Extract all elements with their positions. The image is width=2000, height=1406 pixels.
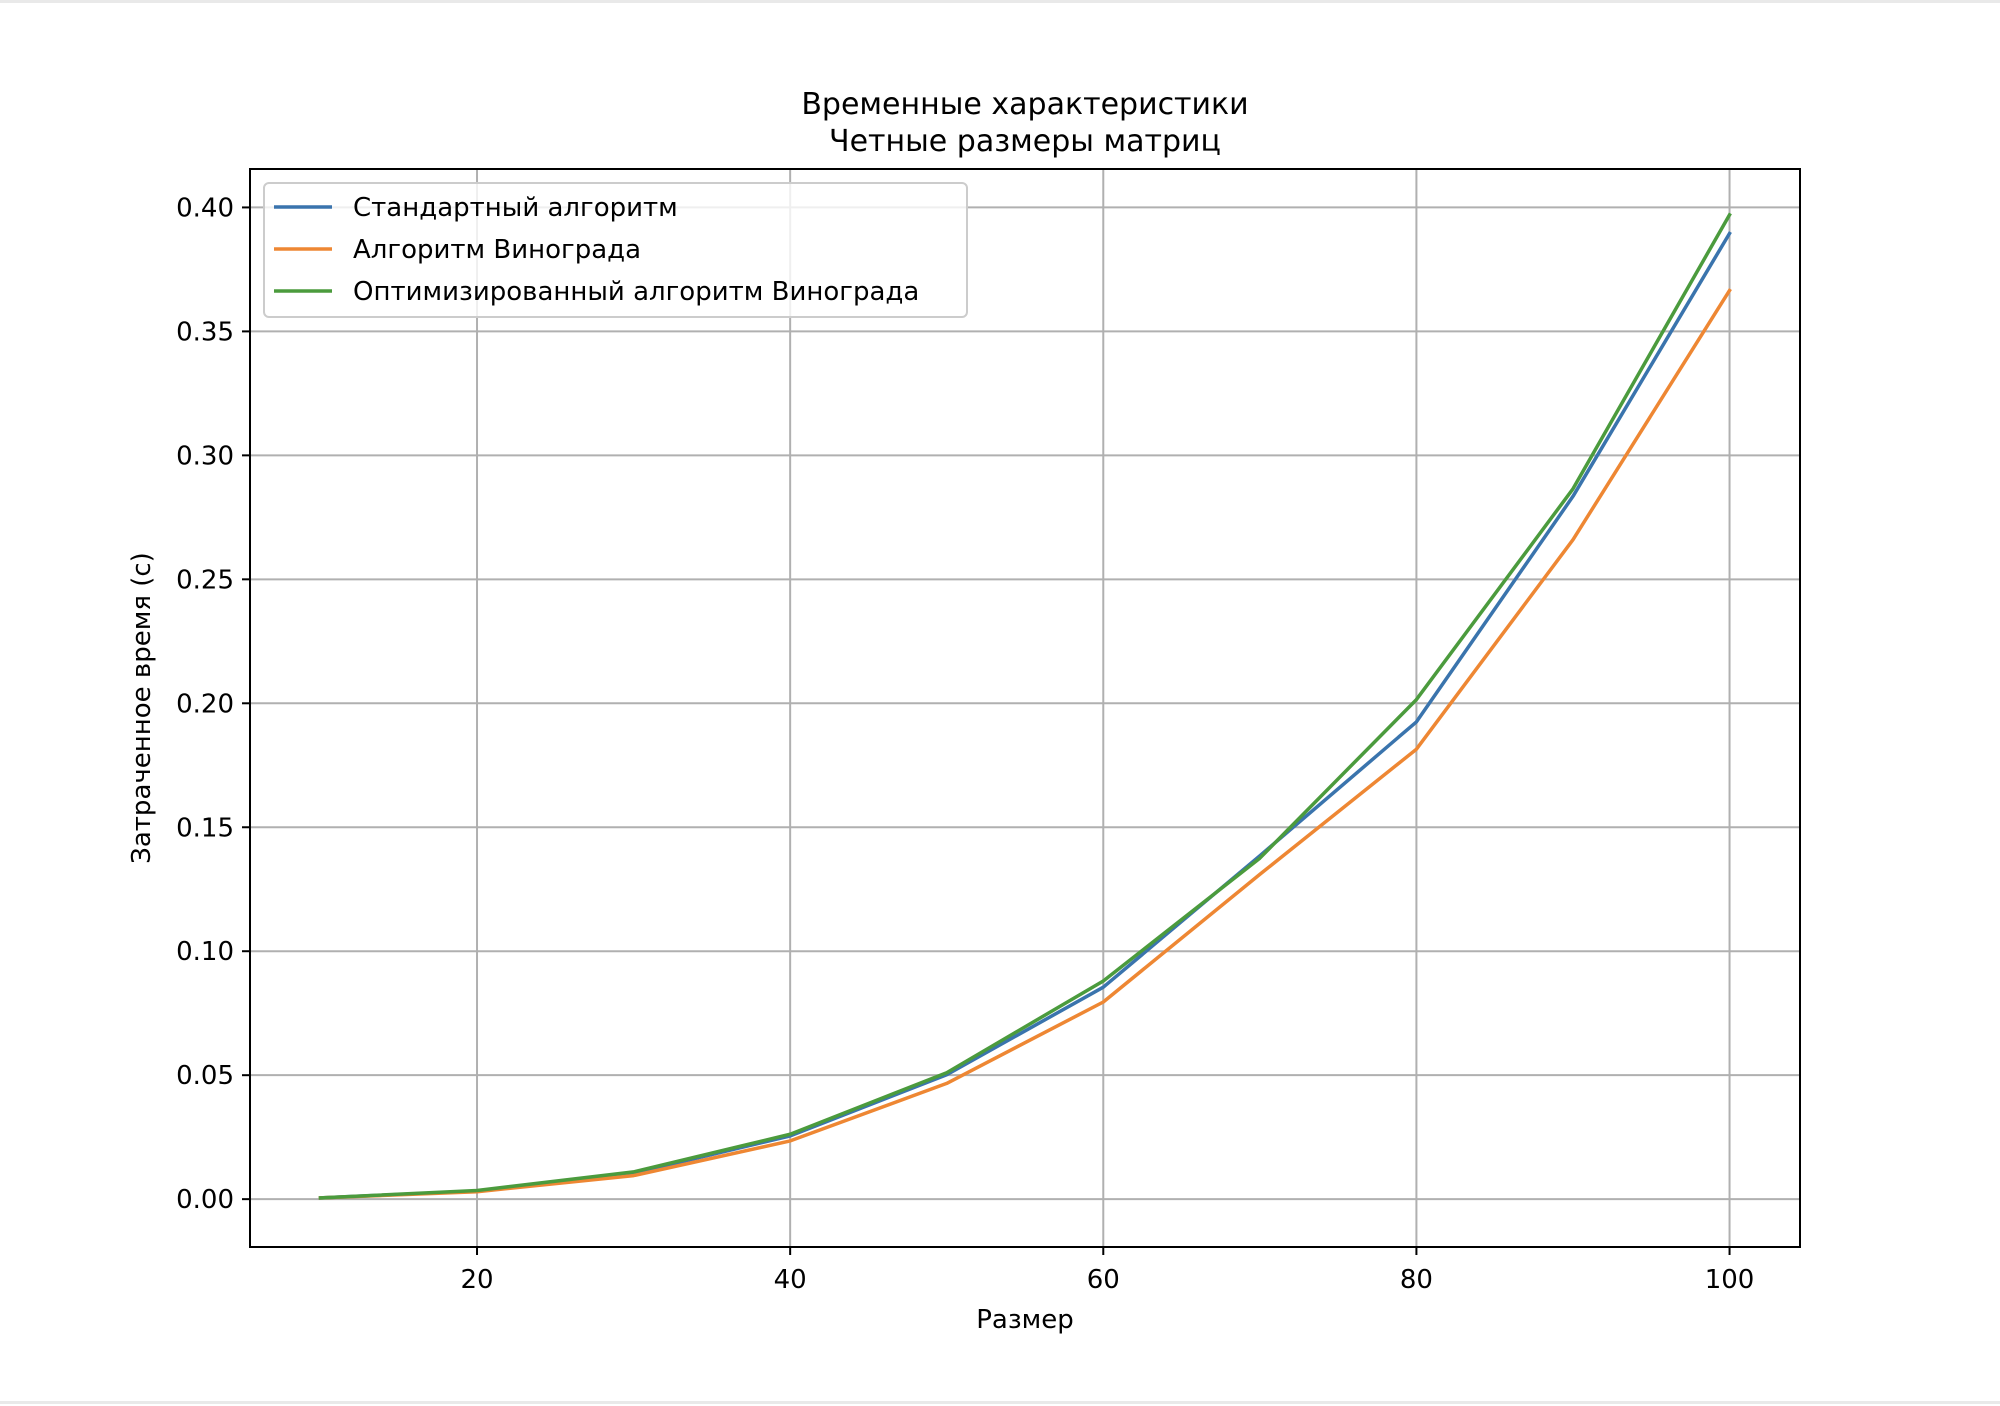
top-border [0,0,2000,3]
series-line-1 [318,231,1732,1200]
x-axis-label: Размер [976,1305,1074,1335]
bottom-border [0,1401,2000,1404]
legend-label-1: Стандартный алгоритм [353,193,678,223]
y-tick-label: 0.10 [176,937,234,967]
series-line-2 [318,288,1732,1200]
y-axis-label: Затраченное время (с) [127,552,157,864]
x-tick-label: 40 [774,1265,807,1295]
legend-box [263,182,968,318]
series-line-3 [318,212,1732,1200]
x-axis-ticks: 20 40 60 80 100 [460,1247,1754,1295]
y-tick-label: 0.00 [176,1185,234,1215]
y-tick-label: 0.20 [176,689,234,719]
plot-area-frame [249,168,1801,1248]
x-tick-label: 20 [460,1265,493,1295]
y-axis-ticks: 0.00 0.05 0.10 0.15 0.20 0.25 0.30 0.35 0.40 [176,193,250,1215]
x-tick-label: 80 [1400,1265,1433,1295]
legend-label-2: Алгоритм Винограда [353,235,641,265]
y-tick-label: 0.25 [176,565,234,595]
chart-title: Временные характеристики [801,87,1248,122]
legend: Стандартный алгоритм Алгоритм Винограда Оп… [263,182,968,318]
series-lines [318,212,1732,1200]
y-tick-label: 0.40 [176,193,234,223]
legend-label-3: Оптимизированный алгоритм Винограда [353,277,919,307]
chart-subtitle: Четные размеры матриц [829,124,1221,159]
x-tick-label: 60 [1087,1265,1120,1295]
y-tick-label: 0.35 [176,317,234,347]
y-tick-label: 0.30 [176,441,234,471]
grid [250,169,1800,1247]
x-tick-label: 100 [1705,1265,1755,1295]
y-tick-label: 0.05 [176,1061,234,1091]
y-tick-label: 0.15 [176,813,234,843]
